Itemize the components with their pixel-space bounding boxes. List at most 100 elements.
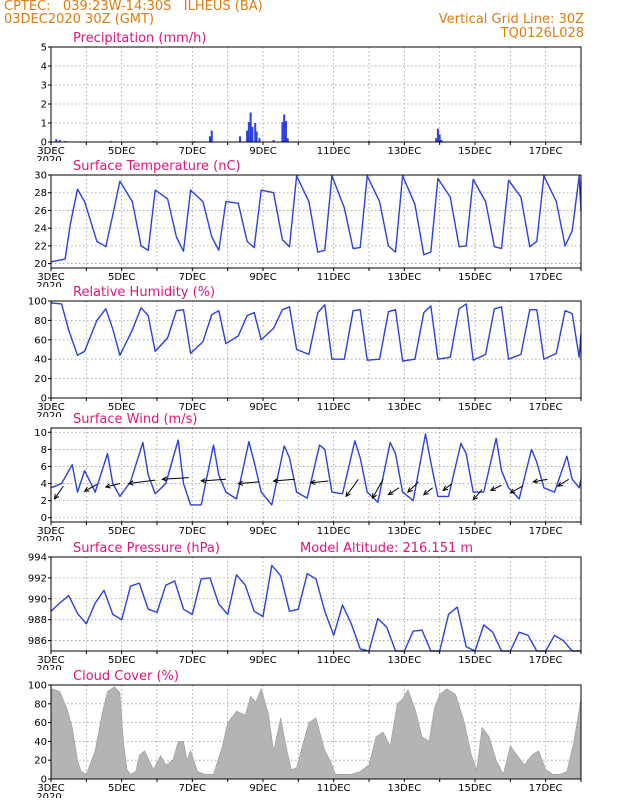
wind-vector — [472, 489, 483, 501]
pres-xtick-label: 11DEC — [317, 655, 351, 666]
wind-vector — [510, 485, 523, 494]
wind-vector — [442, 483, 453, 491]
wind-vector-head — [371, 493, 377, 500]
wind-vector — [310, 480, 329, 484]
wind-ytick-label: 8 — [41, 445, 47, 456]
wind-vector — [533, 478, 548, 483]
cloud-xtick-label: 17DEC — [529, 783, 563, 794]
wind-xtick-label: 5DEC — [108, 526, 135, 537]
cloud-ytick-label: 60 — [34, 718, 47, 729]
wind-vector — [238, 481, 260, 485]
wind-vector-head — [161, 476, 168, 482]
precip-bar — [55, 139, 58, 142]
header-right-2: TQ0126L028 — [500, 26, 584, 41]
precip-ytick-label: 4 — [41, 62, 47, 73]
wind-xtick-label: 17DEC — [529, 526, 563, 537]
precip-bar — [286, 138, 289, 142]
wind-vector — [128, 479, 156, 485]
rh-xtick-label: 13DEC — [387, 402, 421, 413]
wind-vector — [490, 484, 502, 491]
precip-bar — [435, 138, 438, 142]
temp-xtick-label: 7DEC — [179, 272, 206, 283]
rh-year-label: 2020 — [36, 411, 61, 422]
temp-ytick-label: 26 — [34, 206, 47, 217]
wind-vector-head — [489, 486, 496, 491]
temp-xtick-label: 15DEC — [458, 272, 492, 283]
wind-vector — [423, 487, 433, 496]
wind-xtick-label: 3DEC — [37, 526, 64, 537]
wind-vector — [105, 483, 121, 488]
pres-ytick-label: 986 — [28, 636, 47, 647]
rh-xtick-label: 5DEC — [108, 402, 135, 413]
wind-title: Surface Wind (m/s) — [73, 412, 197, 427]
precip-bar — [246, 130, 249, 142]
wind-xtick-label: 7DEC — [179, 526, 206, 537]
temp-ytick-label: 28 — [34, 188, 47, 199]
temp-ytick-label: 30 — [34, 171, 47, 182]
wind-vector-head — [422, 489, 429, 496]
temp-xtick-label: 11DEC — [317, 272, 351, 283]
wind-vector-head — [200, 478, 206, 484]
pres-ytick-label: 990 — [28, 594, 47, 605]
wind-ytick-label: 10 — [34, 428, 47, 439]
pres-subtitle: Model Altitude: 216.151 m — [300, 541, 473, 556]
pres-ytick-label: 988 — [28, 615, 47, 626]
rh-line — [50, 302, 582, 362]
precip-ytick-label: 3 — [41, 81, 47, 92]
cloud-frame — [50, 684, 582, 780]
wind-year-label: 2020 — [36, 535, 61, 546]
precip-bar — [254, 123, 257, 142]
rh-xtick-label: 11DEC — [317, 402, 351, 413]
cloud-xtick-label: 11DEC — [317, 783, 351, 794]
pres-title: Surface Pressure (hPa) — [73, 541, 220, 556]
pres-xtick-label: 7DEC — [179, 655, 206, 666]
cloud-xtick-label: 5DEC — [108, 783, 135, 794]
rh-ytick-label: 40 — [34, 355, 47, 366]
precip-xtick-label: 9DEC — [249, 146, 276, 157]
precip-frame — [50, 46, 582, 143]
cloud-ytick-label: 0 — [41, 775, 47, 786]
precip-xtick-label: 7DEC — [179, 146, 206, 157]
rh-xtick-label: 9DEC — [249, 402, 276, 413]
temp-xtick-label: 17DEC — [529, 272, 563, 283]
precip-bar — [438, 134, 441, 142]
precip-bar — [247, 122, 250, 142]
rh-ytick-label: 60 — [34, 335, 47, 346]
cloud-xtick-label: 3DEC — [37, 783, 64, 794]
wind-vector — [407, 481, 419, 493]
precip-ytick-label: 2 — [41, 100, 47, 111]
pres-xtick-label: 17DEC — [529, 655, 563, 666]
temp-frame — [50, 174, 582, 269]
precip-bar — [251, 126, 254, 142]
precip-ytick-label: 0 — [41, 138, 47, 149]
cloud-xtick-label: 9DEC — [249, 783, 276, 794]
wind-vector-head — [53, 493, 60, 500]
rh-xtick-label: 3DEC — [37, 402, 64, 413]
cloud-ytick-label: 20 — [34, 756, 47, 767]
precip-bar — [255, 131, 258, 142]
wind-vector-head — [387, 490, 394, 496]
precip-xtick-label: 17DEC — [529, 146, 563, 157]
wind-line — [50, 433, 582, 506]
cloud-xtick-label: 15DEC — [458, 783, 492, 794]
wind-xtick-label: 11DEC — [317, 526, 351, 537]
wind-vector — [84, 483, 98, 492]
wind-vector-head — [532, 478, 539, 484]
wind-vector-head — [237, 480, 244, 486]
precip-xtick-label: 15DEC — [458, 146, 492, 157]
pres-xtick-label: 13DEC — [387, 655, 421, 666]
precip-bar — [436, 128, 439, 142]
header-line-1: CPTEC: 039:23W-14:30S ILHEUS (BA) — [4, 0, 263, 14]
wind-vector-head — [442, 485, 449, 492]
precip-bar — [239, 136, 242, 142]
temp-ytick-label: 22 — [34, 241, 47, 252]
precip-ytick-label: 5 — [41, 43, 47, 54]
cloud-ytick-label: 100 — [28, 681, 47, 692]
precip-xtick-label: 5DEC — [108, 146, 135, 157]
rh-frame — [50, 300, 582, 399]
rh-ytick-label: 80 — [34, 316, 47, 327]
wind-vector-head — [83, 486, 90, 492]
wind-vector-head — [127, 480, 134, 486]
wind-ytick-label: 6 — [41, 462, 47, 473]
rh-xtick-label: 7DEC — [179, 402, 206, 413]
